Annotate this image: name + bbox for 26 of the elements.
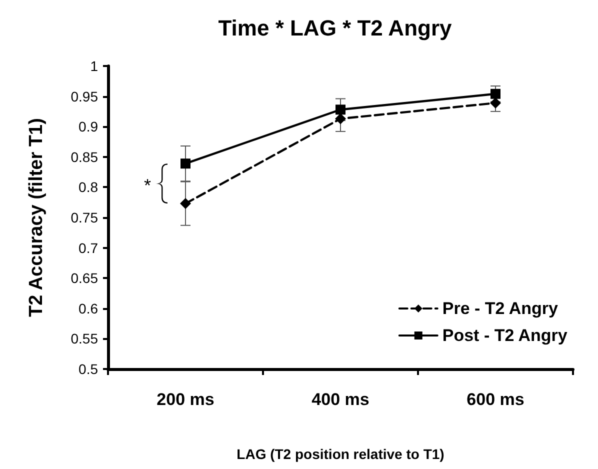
y-tick-label: 0.8 bbox=[78, 179, 98, 196]
y-tick-label: 0.6 bbox=[78, 300, 98, 316]
x-axis-title: LAG (T2 position relative to T1) bbox=[236, 446, 444, 462]
y-tick-label: 0.7 bbox=[78, 240, 98, 256]
annotation: * bbox=[144, 176, 152, 196]
y-tick-label: 0.9 bbox=[78, 118, 98, 135]
point bbox=[180, 158, 190, 169]
x-tick-label: 400 ms bbox=[312, 390, 370, 409]
point bbox=[335, 113, 346, 124]
y-tick-label: 0.55 bbox=[70, 330, 98, 347]
y-axis-title: T2 Accuracy (filter T1) bbox=[26, 118, 47, 317]
y-tick-label: 0.95 bbox=[70, 88, 98, 104]
legend-label: Post - T2 Angry bbox=[442, 326, 568, 345]
y-tick-label: 1 bbox=[90, 58, 98, 74]
legend-label: Pre - T2 Angry bbox=[442, 299, 558, 318]
y-tick-label: 0.65 bbox=[70, 270, 98, 286]
chart-title: Time * LAG * T2 Angry bbox=[218, 16, 453, 40]
y-tick-label: 0.5 bbox=[78, 361, 98, 377]
x-tick-label: 600 ms bbox=[466, 390, 524, 409]
y-tick-label: 0.75 bbox=[70, 210, 98, 226]
point bbox=[490, 88, 500, 99]
point bbox=[336, 104, 346, 115]
x-tick-label: 200 ms bbox=[156, 390, 214, 409]
point bbox=[490, 97, 501, 108]
y-tick-label: 0.85 bbox=[70, 148, 98, 165]
point bbox=[180, 198, 191, 210]
